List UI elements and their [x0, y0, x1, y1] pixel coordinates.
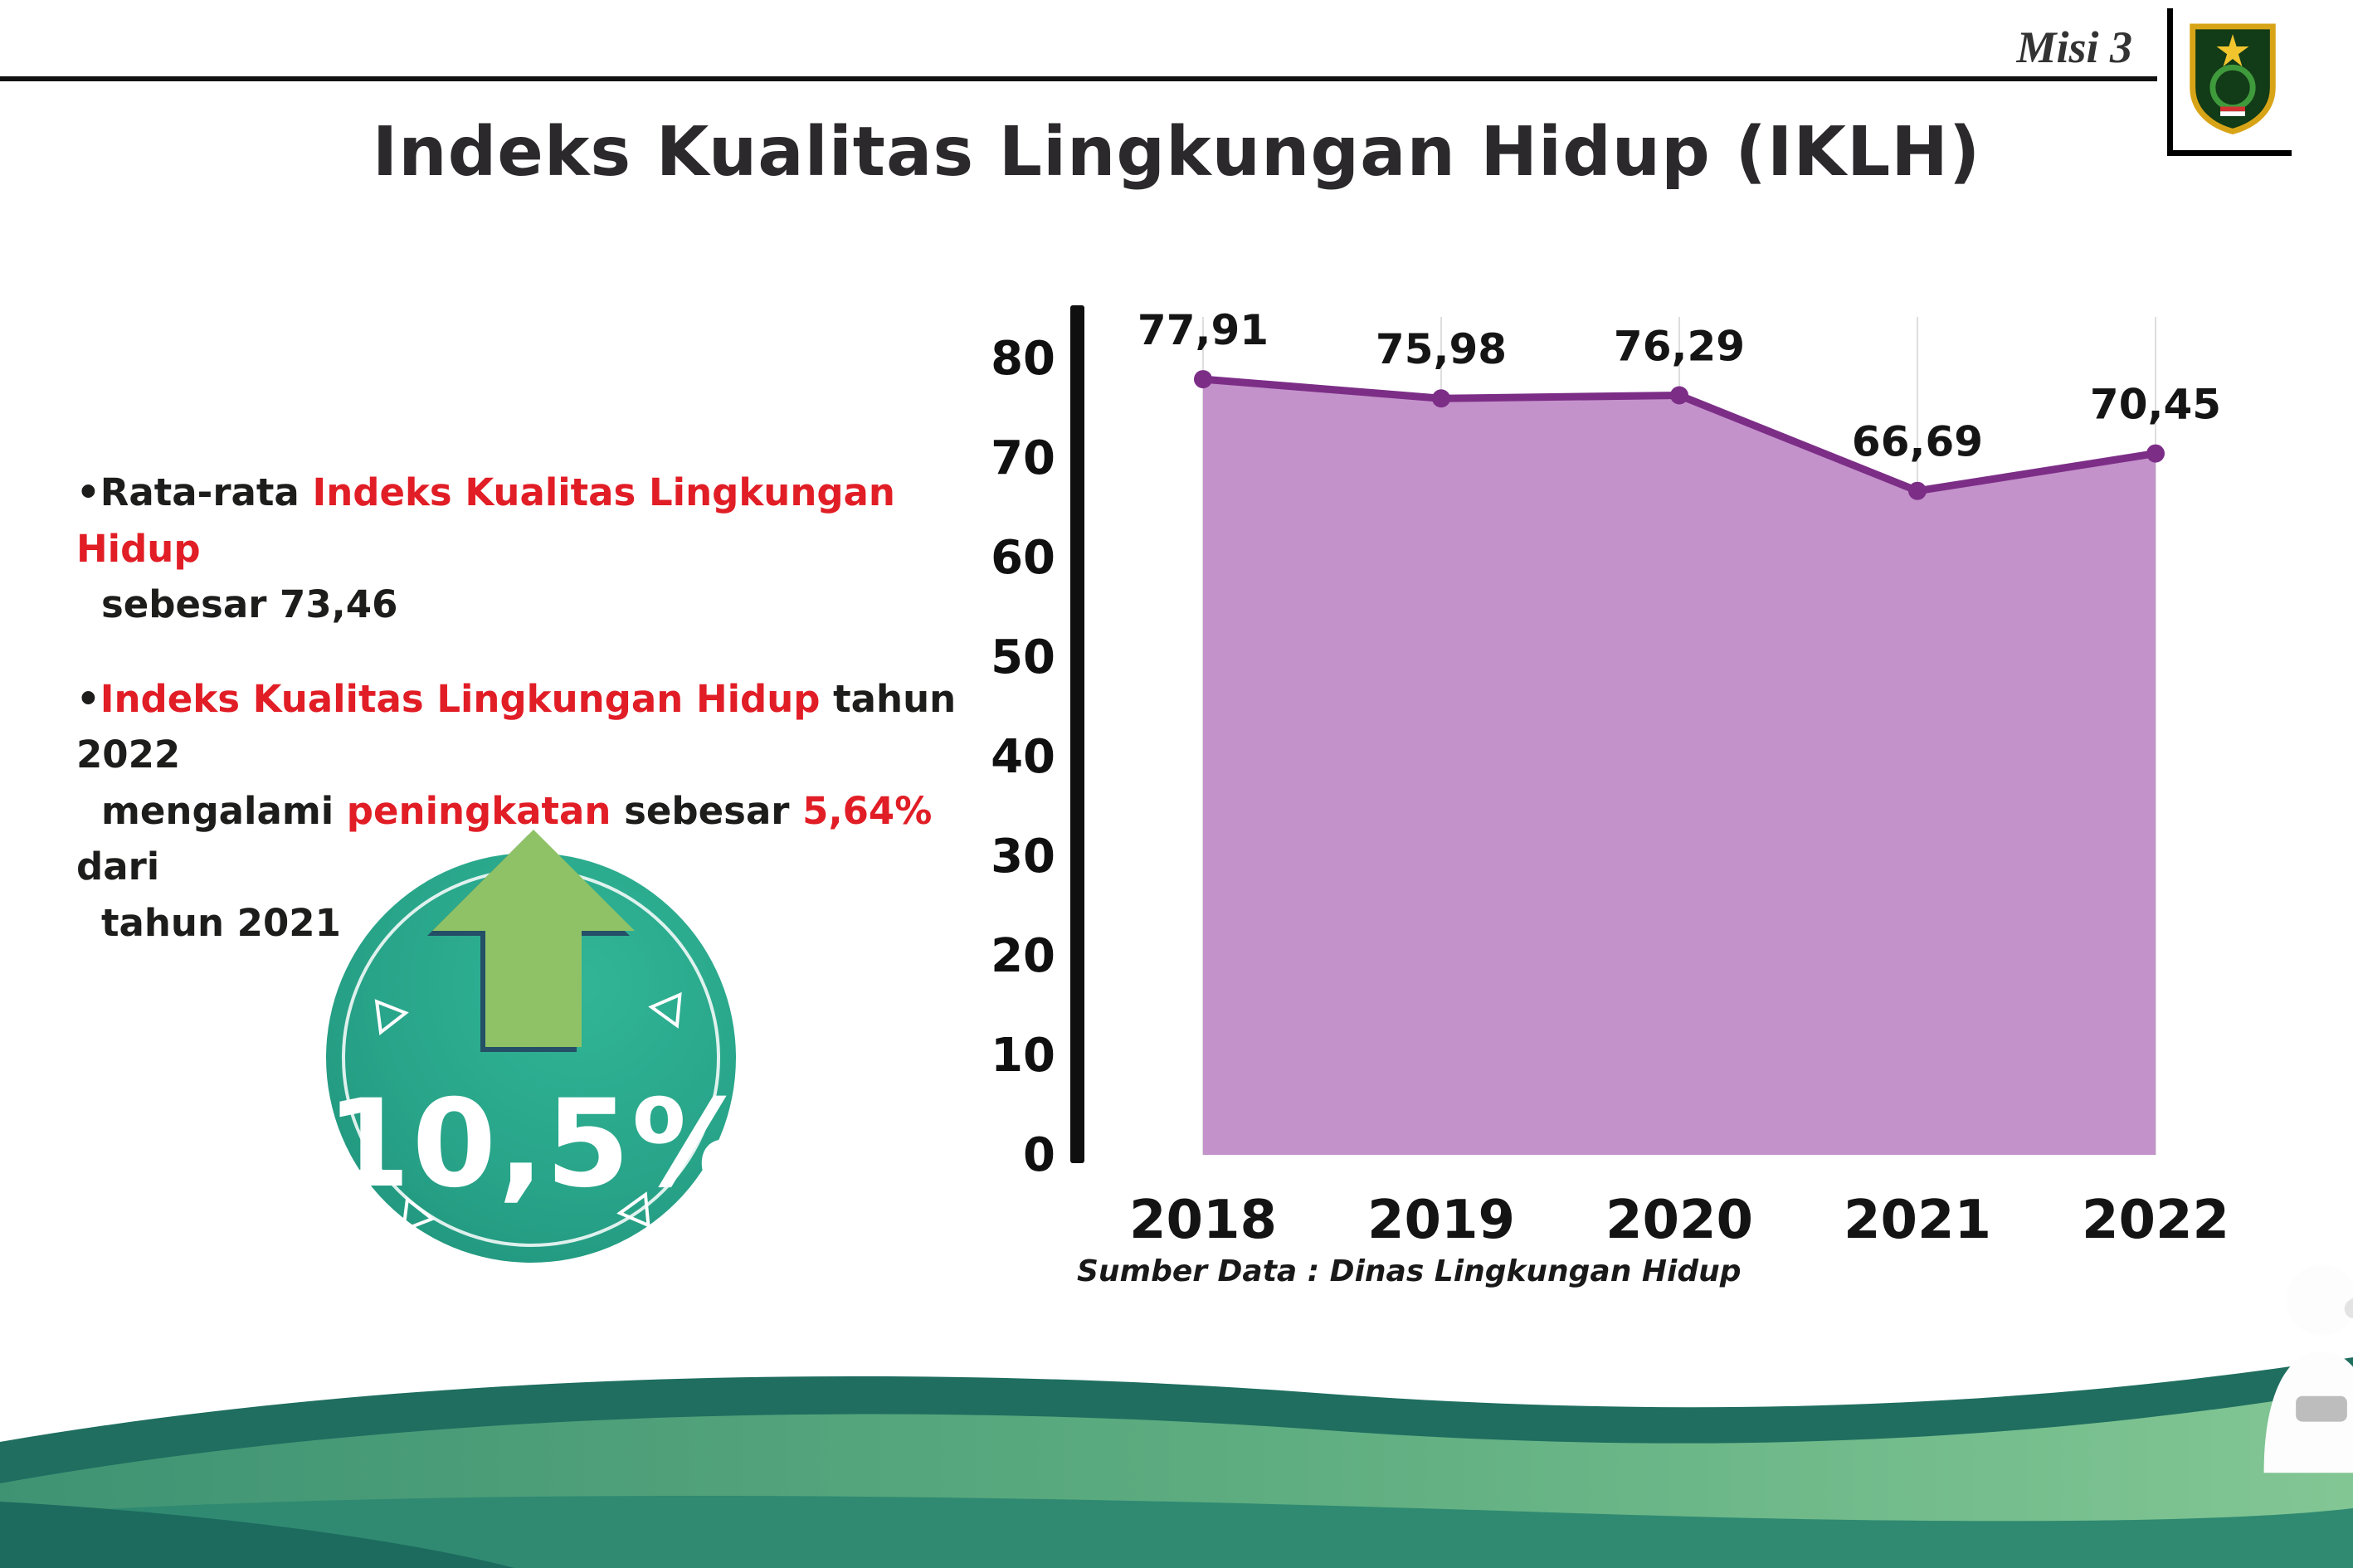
bullet-2-text: tahun 2022: [76, 676, 957, 777]
x-axis-label: 2020: [1605, 1190, 1753, 1251]
data-point: [1670, 386, 1688, 405]
bullet-2-text: sebesar: [611, 788, 803, 833]
misi-label: Misi 3: [2016, 22, 2132, 72]
y-tick-label: 20: [991, 929, 1055, 983]
x-axis-label: 2022: [2082, 1190, 2229, 1251]
bullet-1-value: sebesar 73,46: [101, 582, 398, 626]
value-label: 75,98: [1376, 325, 1507, 373]
y-tick-label: 50: [991, 631, 1055, 684]
up-arrow-icon: [432, 830, 635, 1047]
value-label: 76,29: [1614, 323, 1745, 371]
bullet-point-2: •Indeks Kualitas Lingkungan Hidup tahun …: [76, 671, 972, 952]
bullet-point-1: •Rata-rata Indeks Kualitas Lingkungan Hi…: [76, 465, 972, 633]
header-divider: [0, 76, 2157, 81]
value-label: 70,45: [2090, 381, 2221, 429]
footer-wave-graphic: [0, 1357, 2353, 1568]
y-tick-label: 40: [991, 730, 1055, 784]
page-title: Indeks Kualitas Lingkungan Hidup (IKLH): [372, 113, 1981, 192]
y-tick-label: 60: [991, 531, 1055, 585]
bullet-1-highlight: Indeks Kualitas Lingkungan Hidup: [76, 470, 895, 571]
x-axis-label: 2019: [1367, 1190, 1515, 1251]
x-axis-label: 2021: [1844, 1190, 1991, 1251]
area-fill: [1203, 379, 2156, 1155]
footer-credit: Media Infografis Data Statistik Sektoral…: [1145, 1207, 2353, 1527]
mascot-icon: [1145, 1255, 2353, 1479]
bullet-2-year: tahun 2021: [101, 900, 341, 945]
logo-frame: [2167, 8, 2292, 156]
bullet-2-text: dari: [76, 845, 160, 889]
increase-percentage: 10,5%: [326, 1074, 755, 1215]
increase-badge: 10,5%: [326, 830, 755, 1263]
y-tick-label: 0: [1023, 1128, 1055, 1182]
iklh-chart: 77,91 2018 75,98 2019 76,29 2020 66,69 2021 70,4…: [991, 305, 2229, 1251]
bullet-1-text: Rata-rata: [100, 470, 313, 514]
bullet-2-highlight: peningkatan: [346, 788, 611, 833]
kabupaten-madiun-logo-icon: [2185, 21, 2281, 139]
y-tick-label: 80: [991, 332, 1055, 386]
key-findings: •Rata-rata Indeks Kualitas Lingkungan Hi…: [76, 465, 972, 951]
y-tick-label: 30: [991, 830, 1055, 884]
value-label: 77,91: [1138, 306, 1269, 354]
bullet-2-highlight: Indeks Kualitas Lingkungan Hidup: [100, 676, 821, 721]
footer-wave: Media Infografis Data Statistik Sektoral…: [0, 1264, 2353, 1568]
bullet-dot: •: [76, 676, 100, 721]
data-point: [1432, 389, 1450, 408]
x-axis-label: 2018: [1129, 1190, 1277, 1251]
value-label: 66,69: [1852, 418, 1983, 466]
data-point: [1908, 481, 1927, 500]
bullet-2-percent: 5,64%: [802, 788, 933, 833]
bullet-dot: •: [76, 470, 100, 514]
source-note: Sumber Data : Dinas Lingkungan Hidup: [1077, 1254, 1742, 1288]
chart-area: 77,91 2018 75,98 2019 76,29 2020 66,69 2021 70,4…: [971, 292, 2248, 1288]
bullet-2-text: mengalami: [101, 788, 347, 833]
y-tick-label: 10: [991, 1029, 1055, 1083]
data-point: [1194, 370, 1212, 389]
data-point: [2146, 444, 2165, 463]
y-axis: [1070, 305, 1084, 1163]
y-tick-label: 70: [991, 431, 1055, 485]
